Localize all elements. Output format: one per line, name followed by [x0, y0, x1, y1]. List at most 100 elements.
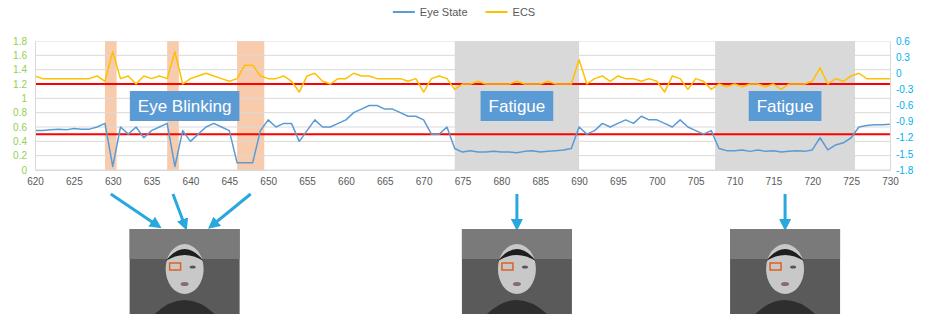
- tick: 620: [27, 170, 44, 187]
- tick-label: 0.2: [13, 150, 27, 161]
- tick: 720: [804, 170, 821, 187]
- tick-label: 660: [338, 176, 355, 187]
- photo-hair: [498, 249, 536, 261]
- y2-axis-line: [890, 42, 891, 171]
- legend-item: Eye State: [393, 6, 468, 18]
- tick-label: -1.8: [896, 165, 914, 176]
- grid-line: [35, 41, 890, 42]
- photo-body: [487, 300, 547, 314]
- arrow: [213, 194, 251, 225]
- grid-line: [35, 69, 890, 70]
- tick: 0.6: [13, 122, 35, 133]
- tick-label: 650: [260, 176, 277, 187]
- tick: 0.4: [13, 136, 35, 147]
- band: [237, 41, 264, 170]
- legend: Eye StateECS: [393, 6, 535, 18]
- annotation-box: [481, 91, 554, 121]
- tick: 725: [843, 170, 860, 187]
- legend-swatch: [393, 11, 415, 13]
- arrow: [111, 194, 157, 225]
- tick: 1: [21, 93, 35, 104]
- arrow: [173, 194, 185, 225]
- tick-label: 630: [105, 176, 122, 187]
- photo-face: [498, 244, 536, 294]
- tick-label: 0: [21, 165, 27, 176]
- tick: 705: [688, 170, 705, 187]
- grid-line: [35, 170, 890, 171]
- x-axis-line: [36, 170, 891, 171]
- tick: -1.8: [890, 165, 914, 176]
- plot-area: [35, 41, 890, 170]
- tick: 700: [649, 170, 666, 187]
- tick-label: 1.4: [13, 64, 27, 75]
- tick: 635: [144, 170, 161, 187]
- reference-line: [35, 133, 890, 135]
- annotation-label: Eye Blinking: [130, 91, 240, 121]
- tick-label: -1.5: [896, 149, 914, 160]
- tick-label: 705: [688, 176, 705, 187]
- chart-container: 6206256306356406456506556606656706756806…: [0, 0, 928, 320]
- annotation-label: Fatigue: [481, 91, 554, 121]
- tick-label: 710: [727, 176, 744, 187]
- photo-eye: [522, 266, 528, 269]
- tick: 0: [890, 68, 902, 79]
- tick-label: -0.3: [896, 84, 914, 95]
- tick-label: 0.4: [13, 136, 27, 147]
- photo-face: [766, 244, 804, 294]
- tick-label: 0: [896, 68, 902, 79]
- photo-mouth: [513, 282, 521, 286]
- tick: 715: [766, 170, 783, 187]
- tick-label: 675: [455, 176, 472, 187]
- tick-label: -1.2: [896, 132, 914, 143]
- legend-swatch: [486, 11, 508, 13]
- series-line: [35, 52, 890, 92]
- tick-label: 620: [27, 176, 44, 187]
- tick-label: 0.3: [896, 52, 910, 63]
- tick: 625: [66, 170, 83, 187]
- tick: -0.6: [890, 100, 914, 111]
- tick: 1.6: [13, 50, 35, 61]
- tick-label: 1.6: [13, 50, 27, 61]
- tick-label: 0.6: [896, 36, 910, 47]
- y2-axis: -1.8 -1.5 -1.2 -0.9 -0.6 -0.3 0 0.3 0.6: [890, 36, 914, 176]
- photo-eye: [190, 266, 196, 269]
- photo-body: [155, 300, 215, 314]
- tick: 650: [260, 170, 277, 187]
- tick: 1.4: [13, 64, 35, 75]
- annotations: Eye Blinking Fatigue Fatigue: [111, 91, 840, 314]
- tick-label: 720: [804, 176, 821, 187]
- photo: [130, 229, 240, 314]
- tick-label: 725: [843, 176, 860, 187]
- tick: 1.2: [13, 79, 35, 90]
- tick: -1.5: [890, 149, 914, 160]
- annotation-text: Eye Blinking: [138, 97, 232, 116]
- tick: 0.6: [890, 36, 910, 47]
- grid-line: [35, 155, 890, 156]
- tick-label: -0.9: [896, 116, 914, 127]
- tick: -0.3: [890, 84, 914, 95]
- arrow: [515, 194, 518, 225]
- photo-eye: [790, 266, 796, 269]
- annotation-text: Fatigue: [757, 97, 814, 116]
- tick-label: 635: [144, 176, 161, 187]
- photo-eye-box: [770, 263, 781, 270]
- tick-label: 1: [21, 93, 27, 104]
- photo-face: [166, 244, 204, 294]
- grid-line: [35, 127, 890, 128]
- tick-label: 0.6: [13, 122, 27, 133]
- x-axis: 6206256306356406456506556606656706756806…: [27, 170, 899, 187]
- y-axis: 00.20.40.60.811.21.41.61.8: [13, 36, 35, 176]
- tick-label: 1.8: [13, 36, 27, 47]
- annotation-label: Fatigue: [749, 91, 822, 121]
- tick: 0.2: [13, 150, 35, 161]
- tick: 655: [299, 170, 316, 187]
- tick: 0: [21, 165, 35, 176]
- tick: 645: [221, 170, 238, 187]
- grid-line: [35, 55, 890, 56]
- tick: 675: [455, 170, 472, 187]
- tick: 660: [338, 170, 355, 187]
- tick-label: 1.2: [13, 79, 27, 90]
- tick: -0.9: [890, 116, 914, 127]
- tick: 665: [377, 170, 394, 187]
- tick: 690: [571, 170, 588, 187]
